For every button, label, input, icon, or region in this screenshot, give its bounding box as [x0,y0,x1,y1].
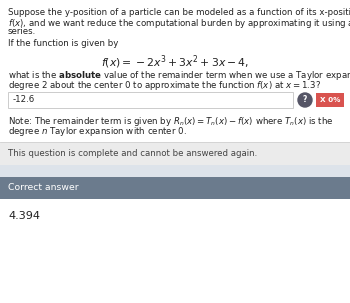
Text: series.: series. [8,27,36,36]
Text: Suppose the y-position of a particle can be modeled as a function of its x-posit: Suppose the y-position of a particle can… [8,8,350,17]
Text: $f(x)$, and we want reduce the computational burden by approximating it using a : $f(x)$, and we want reduce the computati… [8,18,350,31]
Text: X 0%: X 0% [320,97,340,103]
Text: degree $n$ Taylor expansion with center 0.: degree $n$ Taylor expansion with center … [8,125,187,138]
Text: 4.394: 4.394 [8,211,40,221]
Text: If the function is given by: If the function is given by [8,39,118,48]
FancyBboxPatch shape [0,199,350,303]
Text: Note: The remainder term is given by $R_n(x) = T_n(x) - f(x)$ where $T_n(x)$ is : Note: The remainder term is given by $R_… [8,115,334,128]
FancyBboxPatch shape [0,143,350,165]
Text: -12.6: -12.6 [13,95,35,105]
Text: Correct answer: Correct answer [8,184,79,192]
FancyBboxPatch shape [0,165,350,177]
FancyBboxPatch shape [0,0,350,210]
Circle shape [298,93,312,107]
FancyBboxPatch shape [316,93,344,107]
FancyBboxPatch shape [0,177,350,199]
Text: degree 2 about the center 0 to approximate the function $f(x)$ at $x = 1.3$?: degree 2 about the center 0 to approxima… [8,78,321,92]
Text: $f(x) = -2x^3 + 3x^2 + 3x - 4,$: $f(x) = -2x^3 + 3x^2 + 3x - 4,$ [101,53,249,71]
Text: what is the $\bf{absolute}$ value of the remainder term when we use a Taylor exp: what is the $\bf{absolute}$ value of the… [8,69,350,82]
FancyBboxPatch shape [8,92,293,108]
Text: ?: ? [303,95,307,105]
Text: This question is complete and cannot be answered again.: This question is complete and cannot be … [8,149,257,158]
